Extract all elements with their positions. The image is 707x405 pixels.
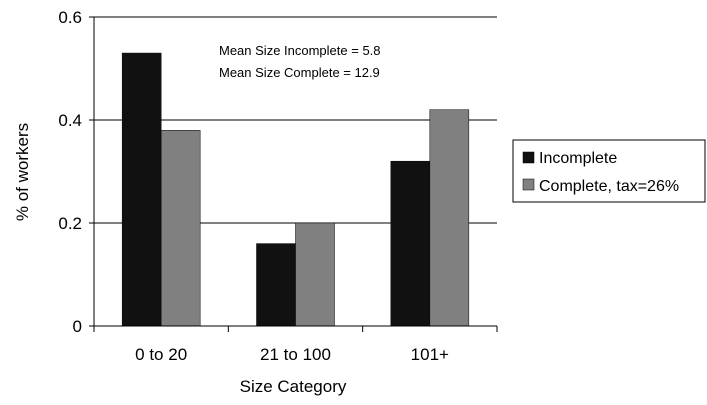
y-axis-title: % of workers xyxy=(13,123,32,221)
x-axis: 0 to 20 21 to 100 101+ xyxy=(93,325,498,364)
bar-complete xyxy=(429,109,470,327)
legend-label-incomplete: Incomplete xyxy=(539,150,617,167)
bar-incomplete xyxy=(256,243,296,327)
y-tick-label: 0 xyxy=(73,317,82,336)
bar-complete xyxy=(160,130,201,327)
legend: Incomplete Complete, tax=26% xyxy=(512,139,706,203)
x-tick-label: 101+ xyxy=(411,345,449,364)
annotation-mean-complete: Mean Size Complete = 12.9 xyxy=(219,65,380,80)
y-tick-label: 0.2 xyxy=(58,214,82,233)
bar-incomplete xyxy=(390,160,431,327)
y-tick-label: 0.6 xyxy=(58,8,82,27)
y-tick-label: 0.4 xyxy=(58,111,82,130)
annotation-mean-incomplete: Mean Size Incomplete = 5.8 xyxy=(219,43,381,58)
legend-box xyxy=(512,139,706,203)
y-axis: 0 0.2 0.4 0.6 xyxy=(58,8,95,336)
legend-swatch-incomplete xyxy=(522,151,535,164)
x-tick-label: 0 to 20 xyxy=(135,345,187,364)
bar-complete xyxy=(295,222,335,327)
x-tick-label: 21 to 100 xyxy=(260,345,331,364)
bar-incomplete xyxy=(121,52,162,327)
legend-swatch-complete xyxy=(522,178,535,191)
legend-label-complete: Complete, tax=26% xyxy=(539,178,679,195)
x-axis-title: Size Category xyxy=(240,377,347,396)
bars xyxy=(121,52,470,327)
